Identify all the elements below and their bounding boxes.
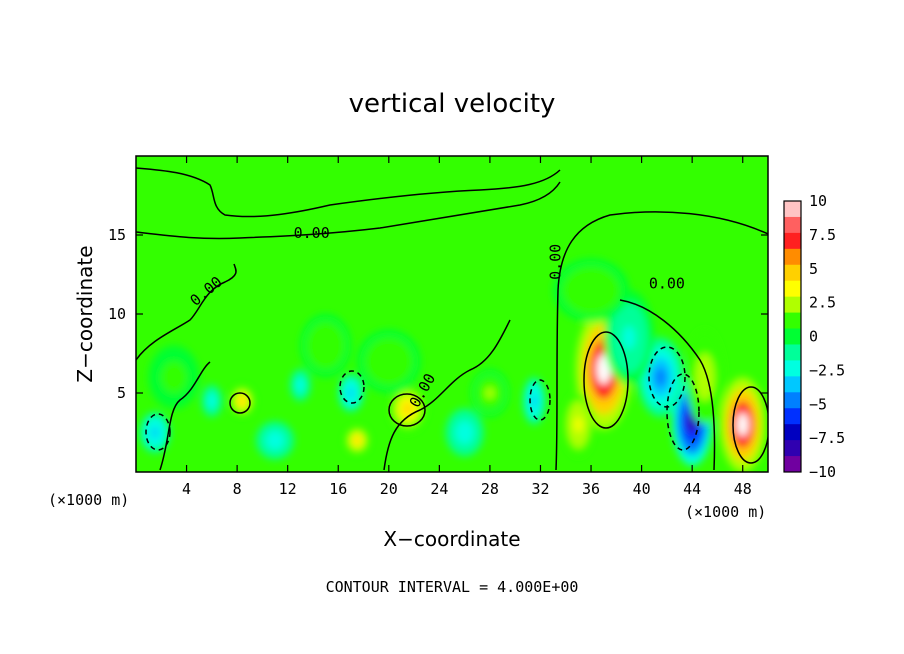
x-tick-label: 28 (481, 480, 499, 498)
colorbar-tick-label: −2.5 (809, 361, 845, 379)
contour-core-small (229, 392, 251, 414)
colorbar-swatch (784, 328, 801, 345)
velocity-anomaly-4-level-3 (403, 402, 413, 415)
colorbar-tick-label: 0 (809, 328, 818, 346)
velocity-anomaly-11-level-3 (297, 381, 303, 390)
velocity-anomaly-21-level-3 (319, 337, 332, 354)
colorbar-tick-label: 2.5 (809, 294, 836, 312)
chart-title: vertical velocity (349, 89, 556, 119)
velocity-anomaly-15-level-3 (700, 365, 710, 390)
velocity-anomaly-3-level-3 (654, 367, 667, 388)
velocity-anomaly-9-level-3 (151, 427, 159, 438)
colorbar-tick-label: −10 (809, 463, 836, 481)
x-unit-left: (×1000 m) (48, 491, 129, 509)
contour-negative-mid (339, 370, 365, 404)
x-tick-label: 24 (430, 480, 448, 498)
x-tick-label: 32 (531, 480, 549, 498)
velocity-anomaly-10-level-3 (209, 396, 215, 405)
contour-label-2: 0.00 (547, 244, 565, 280)
velocity-anomaly-0-level-3 (596, 354, 611, 385)
colorbar-swatch (784, 456, 801, 473)
colorbar-tick-label: 10 (809, 192, 827, 210)
colorbar-swatch (784, 344, 801, 361)
colorbar-swatch (784, 376, 801, 393)
x-tick-label: 20 (380, 480, 398, 498)
x-tick-label: 44 (683, 480, 701, 498)
contour-core-mid (388, 393, 426, 427)
x-tick-label: 16 (329, 480, 347, 498)
y-tick-label: 10 (108, 305, 126, 323)
x-axis-label: X−coordinate (383, 527, 520, 551)
x-tick-label: 12 (279, 480, 297, 498)
colorbar-swatch (784, 216, 801, 234)
contour-zero-upper (136, 181, 561, 240)
colorbar: 10 7.5 5 2.5 0 −2.5 −5 −7.5 −10 (783, 192, 845, 481)
colorbar-swatch (784, 392, 801, 409)
x-tick-label: 40 (633, 480, 651, 498)
velocity-anomaly-8-level-3 (531, 394, 538, 407)
velocity-anomaly-13-level-3 (459, 426, 470, 439)
colorbar-swatch (784, 408, 801, 425)
x-tick-label: 48 (734, 480, 752, 498)
y-axis: 5 10 15 (108, 226, 768, 402)
y-axis-label: Z−coordinate (73, 245, 97, 382)
contour-label-0: 0.00 (294, 224, 330, 242)
colorbar-swatch (784, 232, 801, 250)
x-tick-label: 4 (182, 480, 191, 498)
contour-zero-right (555, 211, 768, 471)
contour-zero-left (136, 263, 237, 361)
velocity-anomaly-14-level-3 (574, 416, 583, 433)
colorbar-frame (783, 200, 802, 473)
contour-zero-west (159, 361, 211, 471)
y-tick-label: 15 (108, 226, 126, 244)
colorbar-swatch (784, 360, 801, 377)
contour-lines-layer (136, 167, 768, 471)
x-axis: 4 8 12 16 20 24 28 32 36 40 44 48 (182, 156, 752, 498)
contour-negative-32 (529, 379, 551, 421)
x-unit-right: (×1000 m) (685, 503, 766, 521)
velocity-anomaly-12-level-3 (270, 435, 280, 446)
contour-negative-central (648, 346, 686, 408)
x-tick-label: 36 (582, 480, 600, 498)
colorbar-swatch (784, 201, 801, 218)
velocity-anomaly-7-level-3 (347, 388, 355, 398)
velocity-anomaly-20-level-3 (485, 387, 495, 399)
velocity-anomaly-1-level-3 (737, 412, 749, 437)
velocity-anomaly-6-level-3 (354, 436, 361, 444)
velocity-anomaly-17-level-3 (581, 282, 601, 299)
contour-zero-mid (383, 319, 511, 471)
contour-negative-east (666, 373, 700, 451)
velocity-anomaly-5-level-3 (239, 396, 246, 405)
contour-core-east (583, 331, 629, 429)
colorbar-swatch (784, 440, 801, 457)
plot-area: 0.000.000.000.000.00 (136, 156, 768, 472)
colorbar-tick-label: 7.5 (809, 226, 836, 244)
contour-interval-note: CONTOUR INTERVAL = 4.000E+00 (326, 578, 579, 596)
colorbar-tick-label: −5 (809, 395, 827, 413)
y-tick-label: 5 (117, 384, 126, 402)
colorbar-swatch (784, 248, 801, 266)
colorbar-swatch (784, 312, 801, 330)
contour-core-far-east (732, 386, 768, 464)
contour-zero-east (619, 299, 716, 471)
colorbar-swatch (784, 280, 801, 298)
x-tick-label: 8 (233, 480, 242, 498)
velocity-anomaly-19-level-3 (167, 369, 181, 386)
colorbar-swatch (784, 296, 801, 314)
velocity-anomaly-18-level-3 (380, 353, 397, 370)
colorbar-swatch (784, 424, 801, 441)
contour-negative-west (145, 413, 171, 451)
velocity-anomaly-16-level-3 (622, 325, 636, 350)
colorbar-tick-label: −7.5 (809, 429, 845, 447)
contour-zero-top-loop (136, 167, 561, 218)
contour-label-3: 0.00 (649, 275, 685, 293)
colorbar-swatch (784, 264, 801, 282)
colorbar-tick-label: 5 (809, 260, 818, 278)
